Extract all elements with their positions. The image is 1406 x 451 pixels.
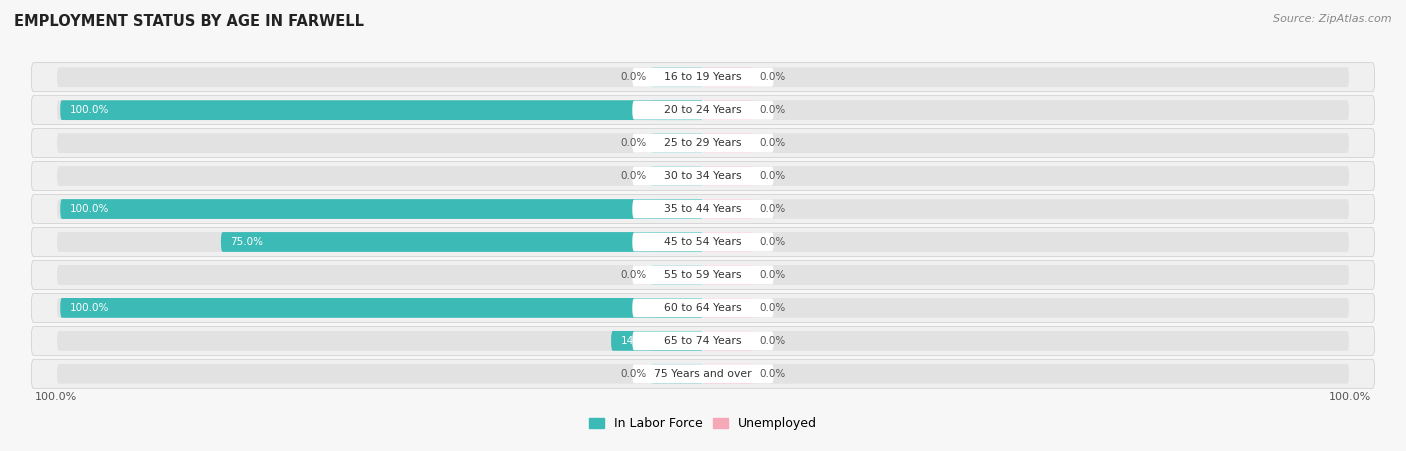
Text: 55 to 59 Years: 55 to 59 Years [664,270,742,280]
Text: 100.0%: 100.0% [70,204,110,214]
FancyBboxPatch shape [633,299,773,318]
Text: 100.0%: 100.0% [70,303,110,313]
Text: 0.0%: 0.0% [620,72,647,82]
FancyBboxPatch shape [31,260,1375,290]
FancyBboxPatch shape [633,364,773,383]
FancyBboxPatch shape [703,67,755,87]
FancyBboxPatch shape [612,331,703,351]
FancyBboxPatch shape [31,63,1375,92]
FancyBboxPatch shape [703,364,755,384]
FancyBboxPatch shape [703,133,755,153]
FancyBboxPatch shape [651,331,703,351]
FancyBboxPatch shape [31,194,1375,224]
FancyBboxPatch shape [221,232,703,252]
FancyBboxPatch shape [651,133,703,153]
Text: 0.0%: 0.0% [759,336,786,346]
FancyBboxPatch shape [703,331,755,351]
Text: 65 to 74 Years: 65 to 74 Years [664,336,742,346]
FancyBboxPatch shape [58,331,1348,351]
FancyBboxPatch shape [58,100,1348,120]
FancyBboxPatch shape [633,266,773,284]
FancyBboxPatch shape [633,101,773,120]
Text: 25 to 29 Years: 25 to 29 Years [664,138,742,148]
FancyBboxPatch shape [703,232,755,252]
FancyBboxPatch shape [703,199,755,219]
FancyBboxPatch shape [31,227,1375,257]
FancyBboxPatch shape [60,199,703,219]
FancyBboxPatch shape [58,199,1348,219]
Text: 45 to 54 Years: 45 to 54 Years [664,237,742,247]
FancyBboxPatch shape [703,298,755,318]
Text: 0.0%: 0.0% [759,138,786,148]
Text: 0.0%: 0.0% [759,369,786,379]
FancyBboxPatch shape [31,294,1375,322]
Text: 0.0%: 0.0% [759,105,786,115]
FancyBboxPatch shape [651,67,703,87]
FancyBboxPatch shape [633,68,773,87]
FancyBboxPatch shape [58,265,1348,285]
FancyBboxPatch shape [651,166,703,186]
FancyBboxPatch shape [651,298,703,318]
FancyBboxPatch shape [31,327,1375,355]
Text: 35 to 44 Years: 35 to 44 Years [664,204,742,214]
FancyBboxPatch shape [651,364,703,384]
Text: 0.0%: 0.0% [759,270,786,280]
Legend: In Labor Force, Unemployed: In Labor Force, Unemployed [583,412,823,435]
Text: 100.0%: 100.0% [1329,392,1371,402]
Text: 75 Years and over: 75 Years and over [654,369,752,379]
Text: 14.3%: 14.3% [620,336,654,346]
Text: 0.0%: 0.0% [759,171,786,181]
Text: 100.0%: 100.0% [35,392,77,402]
FancyBboxPatch shape [31,161,1375,191]
FancyBboxPatch shape [703,166,755,186]
FancyBboxPatch shape [58,166,1348,186]
Text: 0.0%: 0.0% [759,303,786,313]
FancyBboxPatch shape [58,133,1348,153]
FancyBboxPatch shape [31,359,1375,388]
Text: Source: ZipAtlas.com: Source: ZipAtlas.com [1274,14,1392,23]
FancyBboxPatch shape [58,298,1348,318]
Text: 0.0%: 0.0% [759,204,786,214]
FancyBboxPatch shape [633,331,773,350]
FancyBboxPatch shape [58,364,1348,384]
FancyBboxPatch shape [633,200,773,218]
FancyBboxPatch shape [60,298,703,318]
FancyBboxPatch shape [651,100,703,120]
FancyBboxPatch shape [633,167,773,185]
FancyBboxPatch shape [651,265,703,285]
Text: 0.0%: 0.0% [759,72,786,82]
Text: 0.0%: 0.0% [620,369,647,379]
FancyBboxPatch shape [58,67,1348,87]
Text: 0.0%: 0.0% [620,171,647,181]
Text: 30 to 34 Years: 30 to 34 Years [664,171,742,181]
Text: 60 to 64 Years: 60 to 64 Years [664,303,742,313]
FancyBboxPatch shape [31,129,1375,157]
Text: 16 to 19 Years: 16 to 19 Years [664,72,742,82]
Text: 0.0%: 0.0% [759,237,786,247]
FancyBboxPatch shape [633,233,773,251]
FancyBboxPatch shape [31,96,1375,124]
FancyBboxPatch shape [633,133,773,152]
FancyBboxPatch shape [703,265,755,285]
FancyBboxPatch shape [60,100,703,120]
Text: 0.0%: 0.0% [620,270,647,280]
FancyBboxPatch shape [651,199,703,219]
FancyBboxPatch shape [703,100,755,120]
FancyBboxPatch shape [651,232,703,252]
Text: 100.0%: 100.0% [70,105,110,115]
Text: 20 to 24 Years: 20 to 24 Years [664,105,742,115]
FancyBboxPatch shape [58,232,1348,252]
Text: 75.0%: 75.0% [231,237,263,247]
Text: 0.0%: 0.0% [620,138,647,148]
Text: EMPLOYMENT STATUS BY AGE IN FARWELL: EMPLOYMENT STATUS BY AGE IN FARWELL [14,14,364,28]
